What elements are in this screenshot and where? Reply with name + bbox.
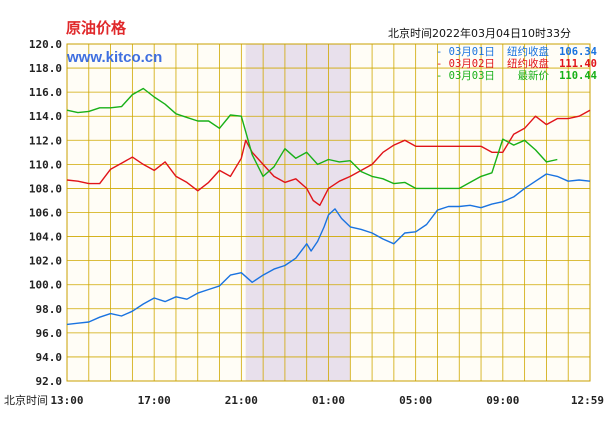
legend-value: 106.34 bbox=[559, 46, 597, 58]
y-tick-label: 106.0 bbox=[29, 207, 62, 220]
legend-label: 纽约收盘 bbox=[507, 57, 549, 70]
y-tick-label: 94.0 bbox=[36, 351, 63, 364]
x-tick-label: 21:00 bbox=[225, 394, 258, 407]
y-tick-label: 100.0 bbox=[29, 279, 62, 292]
y-tick-label: 120.0 bbox=[29, 38, 62, 51]
x-tick-label: 09:00 bbox=[486, 394, 519, 407]
x-tick-label: 12:59 bbox=[571, 394, 604, 407]
watermark: www.kitco.cn bbox=[66, 49, 162, 66]
legend-value: 110.44 bbox=[559, 70, 597, 82]
legend-date: - 03月03日 bbox=[436, 70, 495, 82]
timestamp: 北京时间2022年03月04日10时33分 bbox=[388, 26, 571, 40]
y-tick-label: 102.0 bbox=[29, 255, 62, 268]
y-tick-label: 98.0 bbox=[36, 303, 63, 316]
series-line bbox=[66, 173, 591, 326]
legend-label: 最新价 bbox=[518, 69, 550, 82]
legend: - 03月01日 纽约收盘 106.34 - 03月02日 纽约收盘 111.40 - 03… bbox=[436, 45, 597, 82]
y-tick-label: 112.0 bbox=[29, 134, 62, 147]
y-tick-label: 118.0 bbox=[29, 62, 62, 75]
legend-value: 111.40 bbox=[559, 58, 597, 70]
y-tick-label: 110.0 bbox=[29, 158, 62, 171]
x-axis-title: 北京时间 bbox=[4, 393, 48, 407]
gridlines bbox=[66, 43, 591, 382]
y-tick-label: 92.0 bbox=[36, 375, 63, 388]
series-lines bbox=[66, 87, 591, 326]
y-tick-label: 116.0 bbox=[29, 86, 62, 99]
y-axis-ticks: 92.0 94.0 96.0 98.0 100.0 102.0 104.0 106.0 108.… bbox=[29, 38, 62, 388]
y-tick-label: 114.0 bbox=[29, 110, 62, 123]
plot-frame bbox=[66, 43, 591, 382]
legend-date: - 03月02日 bbox=[436, 58, 495, 70]
x-tick-label: 13:00 bbox=[50, 394, 83, 407]
y-tick-label: 96.0 bbox=[36, 327, 63, 340]
x-tick-label: 17:00 bbox=[138, 394, 171, 407]
y-tick-label: 104.0 bbox=[29, 231, 62, 244]
series-line bbox=[66, 87, 558, 190]
legend-date: - 03月01日 bbox=[436, 46, 495, 58]
legend-label: 纽约收盘 bbox=[507, 45, 549, 58]
x-tick-label: 05:00 bbox=[399, 394, 432, 407]
x-tick-label: 01:00 bbox=[312, 394, 345, 407]
chart-title: 原油价格 bbox=[66, 19, 127, 37]
x-axis-ticks: 13:00 17:00 21:00 01:00 05:00 09:00 12:59 bbox=[50, 394, 604, 407]
y-tick-label: 108.0 bbox=[29, 182, 62, 195]
